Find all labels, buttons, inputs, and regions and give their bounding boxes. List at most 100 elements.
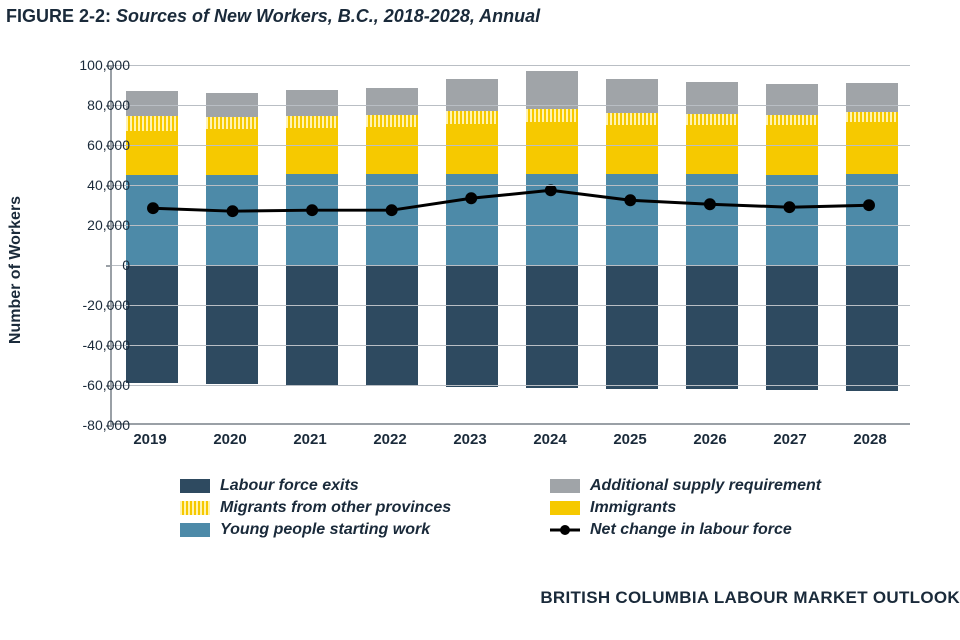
bar-seg-immigrants [686, 125, 737, 174]
legend-item: Labour force exits [180, 475, 550, 497]
bar-seg-migrants-from-other-provinces [606, 113, 657, 125]
chart: Number of Workers -80,000-60,000-40,000-… [30, 55, 940, 485]
x-tick-label: 2019 [110, 431, 190, 448]
bar-seg-labour-force-exits [206, 265, 257, 384]
bar-seg-labour-force-exits [606, 265, 657, 389]
bar-seg-young-people-starting-work [206, 175, 257, 265]
x-tick-label: 2020 [190, 431, 270, 448]
x-tick-label: 2022 [350, 431, 430, 448]
legend-item: Migrants from other provinces [180, 497, 550, 519]
bar-seg-migrants-from-other-provinces [526, 109, 577, 122]
bar-seg-immigrants [606, 125, 657, 174]
bar-seg-young-people-starting-work [446, 174, 497, 265]
bar-seg-labour-force-exits [446, 265, 497, 387]
grid-line [112, 105, 910, 106]
swatch-icon [180, 479, 210, 493]
legend-label: Labour force exits [220, 477, 359, 495]
legend-item: Net change in labour force [550, 519, 920, 541]
swatch-icon [550, 501, 580, 515]
figure-title: FIGURE 2-2: Sources of New Workers, B.C.… [6, 6, 540, 27]
bar-seg-labour-force-exits [686, 265, 737, 389]
bar-seg-additional-supply-requirement [286, 90, 337, 116]
bar-seg-migrants-from-other-provinces [846, 112, 897, 122]
swatch-icon [180, 523, 210, 537]
bar-seg-migrants-from-other-provinces [126, 116, 177, 131]
bar-seg-additional-supply-requirement [526, 71, 577, 109]
bar-seg-labour-force-exits [766, 265, 817, 390]
bar-seg-labour-force-exits [526, 265, 577, 388]
bar-seg-additional-supply-requirement [366, 88, 417, 115]
bar-seg-migrants-from-other-provinces [766, 115, 817, 125]
bar-seg-immigrants [366, 127, 417, 174]
bar-group [126, 65, 177, 423]
bar-seg-migrants-from-other-provinces [286, 116, 337, 128]
legend-row: Migrants from other provinces Immigrants [180, 497, 920, 519]
grid-line [112, 145, 910, 146]
bar-seg-immigrants [846, 122, 897, 174]
x-tick-label: 2024 [510, 431, 590, 448]
y-tick-label: -20,000 [60, 297, 130, 313]
x-tick-label: 2028 [830, 431, 910, 448]
figure-subtitle: Sources of New Workers, B.C., 2018-2028,… [116, 6, 540, 26]
legend-label: Migrants from other provinces [220, 499, 451, 517]
y-tick-label: 80,000 [60, 97, 130, 113]
grid-line [112, 385, 910, 386]
bar-seg-immigrants [766, 125, 817, 175]
bar-seg-additional-supply-requirement [446, 79, 497, 111]
x-tick-label: 2023 [430, 431, 510, 448]
bar-group [446, 65, 497, 423]
bar-seg-additional-supply-requirement [846, 83, 897, 112]
bar-seg-additional-supply-requirement [766, 84, 817, 115]
bar-seg-immigrants [526, 122, 577, 174]
line-marker-icon [550, 523, 580, 537]
bar-group [286, 65, 337, 423]
swatch-icon [180, 501, 210, 515]
y-tick-label: 20,000 [60, 217, 130, 233]
bar-group [846, 65, 897, 423]
legend-row: Labour force exits Additional supply requ… [180, 475, 920, 497]
bar-seg-additional-supply-requirement [126, 91, 177, 116]
bar-seg-young-people-starting-work [686, 174, 737, 265]
bar-seg-immigrants [286, 128, 337, 174]
figure-number: FIGURE 2-2: [6, 6, 116, 26]
swatch-icon [550, 479, 580, 493]
legend-item: Young people starting work [180, 519, 550, 541]
y-tick-label: 0 [60, 257, 130, 273]
bar-seg-young-people-starting-work [526, 174, 577, 265]
legend-label: Net change in labour force [590, 521, 792, 539]
bar-seg-additional-supply-requirement [686, 82, 737, 114]
y-tick-label: -60,000 [60, 377, 130, 393]
grid-line [112, 185, 910, 186]
legend-label: Immigrants [590, 499, 676, 517]
bar-seg-additional-supply-requirement [606, 79, 657, 113]
y-tick-label: 60,000 [60, 137, 130, 153]
x-tick-label: 2026 [670, 431, 750, 448]
bar-seg-labour-force-exits [846, 265, 897, 391]
bar-seg-immigrants [126, 131, 177, 175]
bar-seg-young-people-starting-work [286, 174, 337, 265]
x-tick-label: 2027 [750, 431, 830, 448]
bar-seg-young-people-starting-work [846, 174, 897, 265]
bar-group [766, 65, 817, 423]
bar-group [526, 65, 577, 423]
bar-seg-migrants-from-other-provinces [686, 114, 737, 125]
y-tick-label: 100,000 [60, 57, 130, 73]
legend-label: Additional supply requirement [590, 477, 821, 495]
grid-line [112, 225, 910, 226]
bar-seg-young-people-starting-work [126, 175, 177, 265]
bar-seg-migrants-from-other-provinces [366, 115, 417, 127]
grid-line [112, 65, 910, 66]
bar-seg-young-people-starting-work [766, 175, 817, 265]
y-axis-label: Number of Workers [7, 196, 25, 344]
legend-item: Additional supply requirement [550, 475, 920, 497]
bar-seg-young-people-starting-work [606, 174, 657, 265]
bar-seg-young-people-starting-work [366, 174, 417, 265]
bar-seg-migrants-from-other-provinces [206, 117, 257, 129]
bar-seg-labour-force-exits [286, 265, 337, 385]
bars-layer [112, 65, 910, 423]
bar-seg-immigrants [446, 124, 497, 174]
grid-line [112, 345, 910, 346]
x-tick-label: 2021 [270, 431, 350, 448]
bar-seg-labour-force-exits [366, 265, 417, 386]
y-tick-label: 40,000 [60, 177, 130, 193]
